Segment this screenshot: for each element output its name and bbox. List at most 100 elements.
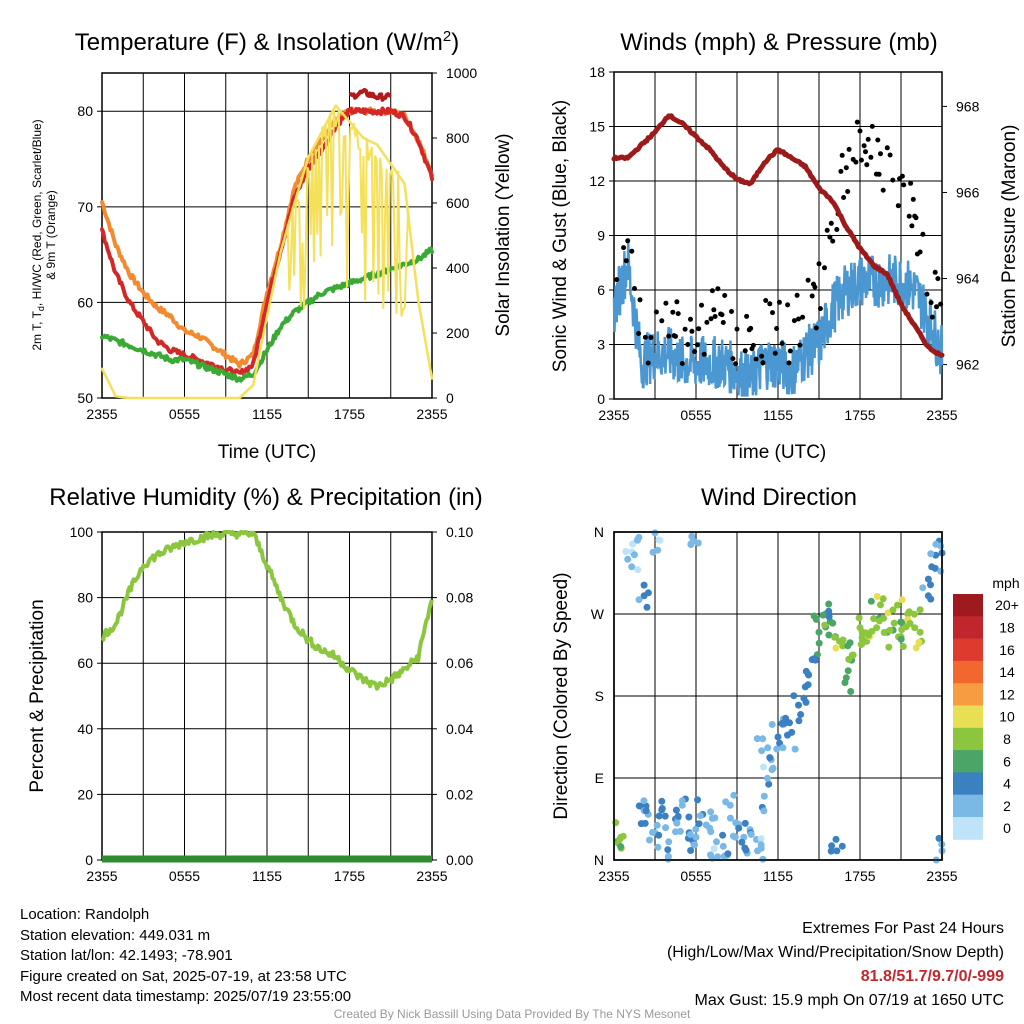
direction-ylabel-left: Direction (Colored By Speed)	[551, 572, 572, 819]
gust-point	[834, 227, 840, 232]
gust-point	[719, 312, 725, 318]
direction-point	[898, 596, 906, 604]
direction-point	[640, 581, 648, 589]
gust-point	[679, 361, 685, 366]
gust-point	[910, 196, 916, 202]
dewpoint-line	[100, 246, 434, 383]
direction-point	[825, 607, 833, 615]
direction-point	[795, 701, 802, 709]
gust-point	[812, 284, 818, 290]
direction-point	[658, 805, 666, 812]
legend-label: 16	[999, 642, 1015, 658]
gust-point	[786, 360, 792, 366]
gust-point	[715, 286, 721, 292]
y-right-tick-label: 200	[446, 325, 470, 341]
wind-panel-title: Winds (mph) & Pressure (mb)	[620, 29, 937, 56]
y-left-tick-label: 12	[589, 173, 605, 189]
legend-swatch	[953, 638, 983, 662]
gust-point	[625, 238, 631, 244]
temp-panel-title: Temperature (F) & Insolation (W/m2)	[75, 28, 459, 56]
x-tick-label: 1155	[763, 407, 793, 423]
gust-point	[689, 328, 695, 334]
y-right-tick-label: 0.02	[446, 786, 473, 802]
direction-point	[634, 566, 642, 574]
direction-point	[768, 721, 776, 728]
gust-point	[760, 360, 766, 366]
legend-label: 20+	[995, 597, 1019, 613]
gust-point	[712, 314, 718, 319]
direction-point	[696, 812, 704, 820]
extremes-info: Extremes For Past 24 Hours (High/Low/Max…	[667, 917, 1004, 1013]
gust-point	[759, 353, 765, 359]
direction-point	[937, 542, 945, 550]
direction-point	[658, 797, 666, 805]
direction-point	[827, 847, 835, 855]
direction-point	[885, 643, 893, 651]
gust-point	[861, 143, 867, 149]
y-right-tick-label: 966	[956, 184, 980, 200]
direction-point	[829, 619, 837, 627]
direction-point	[919, 584, 927, 592]
direction-point	[617, 843, 625, 851]
direction-point	[764, 744, 772, 752]
direction-point	[655, 812, 663, 820]
gust-point	[917, 249, 923, 255]
gust-point	[805, 277, 811, 283]
x-tick-label: 0555	[680, 868, 711, 884]
direction-point	[937, 567, 945, 575]
x-tick-label: 0555	[169, 406, 200, 422]
gust-point	[637, 297, 643, 303]
rh-panel-title: Relative Humidity (%) & Precipitation (i…	[49, 484, 482, 511]
direction-point	[875, 617, 883, 625]
direction-point	[858, 640, 866, 648]
gust-point	[694, 342, 700, 348]
gust-point	[791, 318, 797, 324]
direction-point	[788, 728, 796, 736]
direction-point	[655, 536, 663, 544]
gust-point	[928, 300, 934, 306]
direction-point	[674, 812, 682, 820]
direction-point	[692, 825, 700, 833]
gust-point	[659, 318, 665, 324]
station-elevation: Station elevation: 449.031 m	[20, 926, 211, 944]
gust-point	[673, 333, 678, 339]
direction-point	[804, 681, 812, 689]
direction-point	[897, 618, 905, 626]
direction-point	[641, 819, 649, 827]
y-right-tick-label: 0	[446, 390, 454, 406]
direction-point	[629, 540, 637, 548]
y-right-tick-label: 600	[446, 195, 470, 211]
direction-point	[906, 619, 914, 627]
gust-point	[629, 248, 635, 254]
gust-point	[901, 182, 907, 188]
gust-point	[734, 326, 740, 332]
extremes-title: Extremes For Past 24 Hours	[802, 920, 1004, 937]
y-left-tick-label: 15	[589, 119, 605, 135]
direction-tick-label: S	[595, 688, 604, 704]
direction-point	[661, 812, 669, 820]
rh-line	[100, 530, 434, 691]
direction-point	[654, 843, 662, 851]
direction-point	[651, 529, 659, 537]
direction-point	[779, 744, 787, 752]
gust-point	[909, 223, 915, 229]
gust-point	[636, 331, 642, 336]
gust-point	[846, 146, 852, 152]
gust-point	[890, 177, 896, 183]
direction-point	[678, 797, 686, 805]
gust-point	[816, 261, 822, 267]
x-tick-label: 1755	[334, 868, 365, 884]
direction-point	[759, 735, 767, 743]
gust-point	[929, 314, 935, 320]
direction-point	[726, 814, 734, 822]
direction-point	[707, 851, 714, 859]
gust-point	[857, 128, 863, 134]
direction-point	[665, 838, 673, 846]
direction-point	[741, 844, 749, 852]
gust-point	[729, 309, 734, 314]
gust-points	[614, 119, 944, 367]
gust-point	[692, 349, 698, 355]
direction-point	[694, 539, 702, 547]
y-left-tick-label: 0	[85, 852, 93, 868]
legend-swatch	[953, 616, 983, 640]
